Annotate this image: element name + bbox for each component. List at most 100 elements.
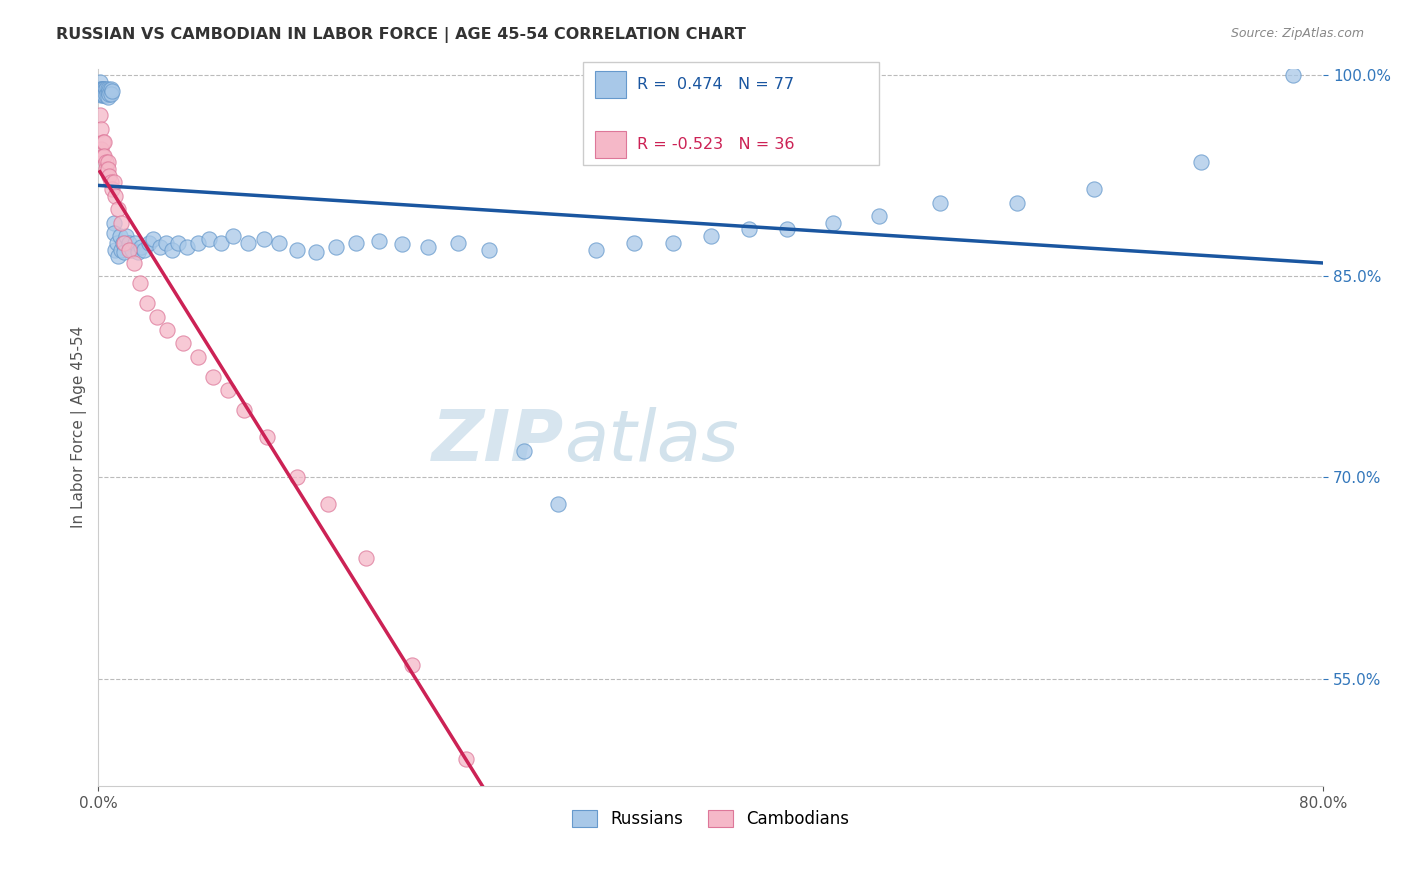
Point (325, 240, 347, 254)
Point (134, 243, 156, 257)
Point (287, 243, 309, 257)
Point (90, 81, 112, 95)
Point (100, 176, 122, 190)
Point (267, 235, 290, 250)
Point (93, 81, 115, 95)
Point (218, 384, 240, 398)
Point (94, 162, 117, 177)
Point (127, 245, 149, 260)
Text: Source: ZipAtlas.com: Source: ZipAtlas.com (1230, 27, 1364, 40)
Point (256, 430, 278, 444)
Point (111, 235, 134, 250)
Point (96, 81, 118, 95)
Point (367, 235, 389, 249)
Text: ZIP: ZIP (432, 407, 564, 476)
Point (823, 216, 845, 230)
Text: RUSSIAN VS CAMBODIAN IN LABOR FORCE | AGE 45-54 CORRELATION CHART: RUSSIAN VS CAMBODIAN IN LABOR FORCE | AG… (56, 27, 747, 43)
Point (90, 81, 112, 95)
Point (305, 245, 328, 260)
Point (585, 243, 607, 257)
Point (100, 87, 122, 101)
Text: R = -0.523   N = 36: R = -0.523 N = 36 (637, 137, 794, 152)
Point (103, 176, 125, 190)
Point (110, 216, 132, 230)
Point (89, 81, 111, 95)
Point (91, 135, 114, 149)
Point (118, 235, 141, 250)
Point (1189, 155, 1212, 169)
Point (105, 235, 128, 250)
Point (160, 243, 183, 257)
Point (478, 243, 501, 257)
Point (101, 84, 124, 98)
Point (98, 87, 121, 101)
Point (416, 240, 439, 254)
Point (93, 88, 115, 103)
Point (108, 229, 131, 244)
Point (454, 752, 477, 766)
Point (202, 370, 225, 384)
Point (90, 121, 112, 136)
Point (447, 235, 470, 250)
Point (232, 403, 254, 417)
Point (118, 243, 141, 257)
Point (91, 81, 114, 95)
Point (93, 135, 115, 149)
Point (738, 222, 761, 236)
Point (209, 235, 232, 250)
Point (94, 88, 117, 103)
Point (96, 162, 118, 177)
Y-axis label: In Labor Force | Age 45-54: In Labor Force | Age 45-54 (72, 326, 87, 528)
Point (136, 296, 159, 310)
Point (103, 227, 125, 241)
Point (96, 155, 118, 169)
Point (89, 75, 111, 89)
Point (121, 243, 143, 257)
Point (104, 243, 127, 257)
Point (101, 182, 124, 196)
Point (89, 108, 111, 122)
Point (110, 243, 132, 257)
Point (138, 235, 160, 250)
Legend: Russians, Cambodians: Russians, Cambodians (565, 804, 856, 835)
Point (94, 155, 117, 169)
Point (222, 229, 245, 244)
Point (391, 237, 413, 252)
Point (115, 229, 138, 244)
Point (93, 84, 115, 98)
Point (98, 169, 121, 183)
Point (128, 276, 150, 290)
Point (96, 89, 118, 103)
Point (1281, 68, 1303, 82)
Point (1083, 182, 1105, 196)
Point (156, 323, 179, 337)
Point (187, 350, 209, 364)
Point (91, 149, 114, 163)
Point (172, 336, 194, 351)
Point (700, 229, 723, 244)
Point (547, 497, 569, 511)
Point (197, 232, 219, 246)
Point (1005, 195, 1028, 210)
Point (287, 470, 309, 484)
Point (90, 88, 112, 103)
Point (98, 83, 121, 97)
Point (94, 84, 117, 98)
Point (103, 216, 125, 230)
Point (91, 88, 114, 103)
Point (623, 235, 645, 250)
Point (401, 658, 423, 673)
Point (187, 235, 209, 250)
Point (356, 550, 378, 565)
Point (176, 240, 198, 254)
Point (122, 256, 145, 270)
Point (112, 235, 135, 250)
Point (93, 149, 115, 163)
Point (107, 202, 129, 217)
Point (167, 235, 190, 250)
Point (929, 195, 952, 210)
Point (91, 84, 114, 98)
Point (238, 235, 260, 250)
Point (104, 189, 127, 203)
Point (316, 497, 339, 511)
